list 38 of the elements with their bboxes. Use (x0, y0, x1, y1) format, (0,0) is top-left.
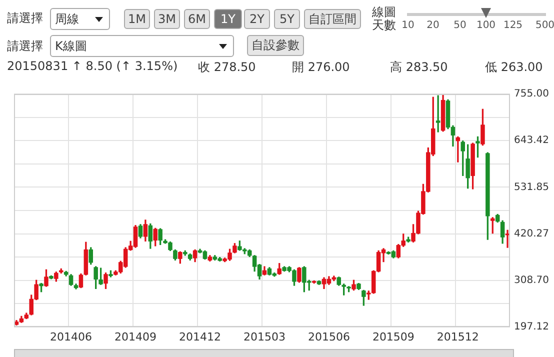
text: 請選擇 (7, 38, 43, 55)
text: 自訂區間 (304, 9, 361, 29)
x-tick-label: 201509 (372, 330, 414, 344)
text: 請選擇 (7, 10, 43, 27)
text: 收 278.50 (198, 59, 256, 76)
y-tick-label: 308.70 (514, 274, 549, 286)
text: 3M (154, 9, 180, 29)
text: 500 (535, 20, 554, 31)
text: 2Y (244, 9, 270, 29)
y-tick-label: 643.42 (514, 135, 549, 146)
text: 開 276.00 (292, 59, 350, 76)
text: 1M (124, 9, 150, 29)
x-tick-label: 201503 (243, 330, 286, 344)
text: 5Y (274, 9, 300, 29)
text: 20150831 ↑ 8.50 (↑ 3.15%) (7, 59, 178, 73)
x-tick-label: 201512 (436, 330, 479, 344)
y-tick-label: 197.12 (514, 322, 549, 333)
x-tick-label: 201409 (114, 330, 157, 344)
text: 自設參數 (247, 35, 304, 56)
text: 125 (503, 20, 523, 31)
text: 高 283.50 (390, 59, 448, 76)
text: 天數 (372, 18, 396, 34)
text: 6M (184, 9, 210, 29)
x-tick-label: 201406 (50, 330, 92, 344)
text: 100 (476, 20, 496, 31)
text: K線圖 (55, 38, 87, 55)
text: 低 263.00 (485, 59, 543, 76)
y-tick-label: 755.00 (514, 88, 549, 100)
text: 線圖 (372, 4, 396, 19)
y-tick-label: 420.27 (514, 228, 549, 240)
text: 50 (454, 20, 466, 31)
y-tick-label: 531.85 (514, 182, 549, 193)
text: 1Y (214, 9, 242, 29)
text: 20 (426, 20, 440, 31)
x-tick-label: 201412 (179, 330, 221, 344)
x-tick-label: 201506 (308, 330, 350, 344)
text: 周線 (55, 11, 79, 28)
text: 10 (402, 20, 414, 31)
